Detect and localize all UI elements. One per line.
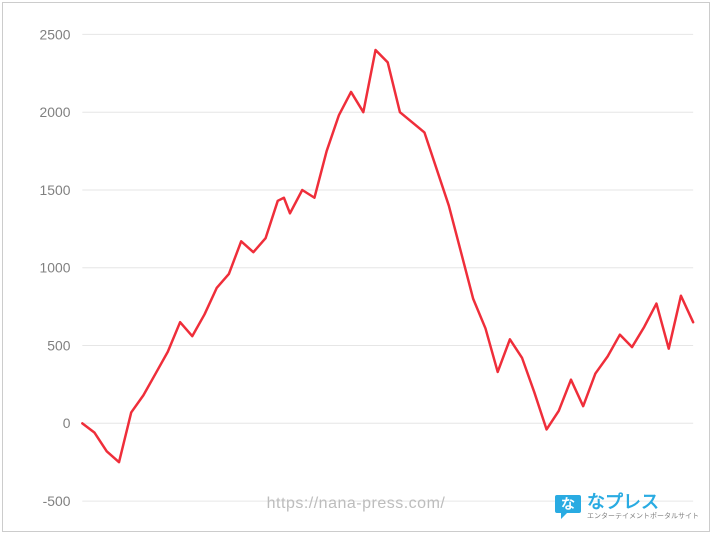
chart-frame: -50005001000150020002500 https://nana-pr… bbox=[2, 2, 710, 532]
y-axis-label: 1000 bbox=[40, 260, 71, 276]
y-axis-label: 2000 bbox=[40, 104, 71, 120]
y-axis-label: 0 bbox=[63, 415, 71, 431]
y-axis-label: 1500 bbox=[40, 182, 71, 198]
y-axis-label: 500 bbox=[47, 337, 70, 353]
line-chart: -500 0 500 1000 1500 2000 2500 bbox=[3, 3, 709, 533]
y-axis-label: -500 bbox=[43, 493, 71, 509]
y-axis-label: 2500 bbox=[40, 26, 71, 42]
